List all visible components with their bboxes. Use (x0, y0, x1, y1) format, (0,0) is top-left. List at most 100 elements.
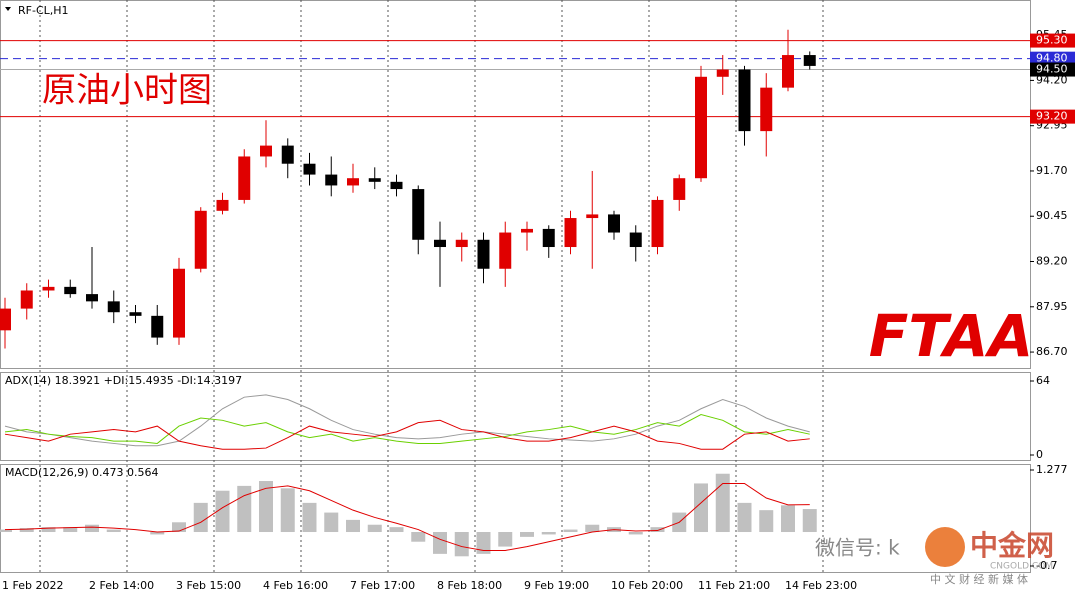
candle-body (238, 156, 251, 200)
logo: FTAA (869, 302, 1033, 370)
candle-body (129, 312, 142, 316)
candle-body (64, 286, 77, 295)
price-level-label: 94.80 (1036, 52, 1068, 65)
watermark-icon (925, 527, 965, 567)
candle-body (412, 189, 425, 240)
y-tick-label: 91.70 (1036, 164, 1068, 177)
price-level-box (1030, 109, 1075, 124)
price-level-label: 95.30 (1036, 34, 1068, 47)
histogram-bar (694, 483, 708, 533)
candle-body (695, 76, 707, 179)
histogram-bar (106, 529, 121, 533)
symbol-arrow (5, 7, 11, 11)
candle-body (629, 232, 642, 248)
price-level-label: 94.50 (1036, 63, 1068, 76)
x-tick-label: 10 Feb 20:00 (611, 579, 683, 592)
candle-body (194, 210, 207, 269)
candle-body (216, 199, 229, 211)
x-tick-label: 1 Feb 2022 (2, 579, 63, 592)
macd-title: MACD(12,26,9) 0.473 0.564 (5, 466, 159, 479)
signal-line (4, 482, 810, 551)
histogram-bar (476, 532, 491, 554)
price-level-box (1030, 62, 1075, 77)
histogram-bar (737, 502, 752, 533)
histogram-bar (498, 532, 513, 547)
y-tick-label: -0.7 (1036, 559, 1057, 572)
indicator-line (4, 419, 810, 450)
candle-body (586, 214, 599, 219)
symbol-label: RF-CL,H1 (18, 4, 69, 17)
histogram-bar (302, 502, 317, 533)
price-level-box (1030, 51, 1075, 66)
macd-frame (0, 464, 1031, 573)
frames (0, 0, 1031, 573)
histogram-bar (563, 529, 578, 533)
histogram-bar (628, 532, 643, 535)
candle-body (803, 55, 816, 66)
watermark-wechat: 微信号: k (815, 536, 900, 560)
histogram-bar (802, 509, 817, 533)
histogram-bar (346, 519, 360, 533)
candle-body (499, 232, 512, 269)
candle-body (434, 239, 446, 248)
candle-body (281, 145, 294, 164)
histogram-bar (520, 532, 534, 537)
candle-body (651, 199, 664, 248)
candle-body (390, 181, 403, 190)
watermark-slogan: 中 文 财 经 新 媒 体 (930, 572, 1028, 586)
x-tick-label: 9 Feb 19:00 (524, 579, 589, 592)
chart-title: 原油小时图 (42, 71, 212, 111)
candle-body (151, 315, 164, 338)
y-tick-label: 64 (1036, 374, 1050, 387)
candle-body (673, 178, 686, 200)
histogram-bar (650, 527, 665, 533)
histogram-bar (389, 527, 404, 533)
x-tick-label: 11 Feb 21:00 (698, 579, 770, 592)
candle-body (477, 239, 490, 269)
histogram-bar (150, 532, 165, 535)
candle-body (347, 178, 359, 186)
histogram-bar (19, 528, 34, 533)
candle-body (564, 218, 577, 248)
histogram-bar (433, 532, 447, 554)
histogram-bar (585, 524, 600, 533)
candle-body (0, 308, 11, 331)
candle-body (716, 69, 729, 77)
x-tick-label: 14 Feb 23:00 (785, 579, 857, 592)
candle-body (325, 174, 338, 186)
histogram-bar (541, 532, 556, 535)
x-tick-label: 3 Feb 15:00 (176, 579, 241, 592)
y-tick-label: 90.45 (1036, 209, 1068, 222)
histogram-bar (759, 510, 774, 533)
y-tick-label: 86.70 (1036, 345, 1068, 358)
candle-body (173, 268, 185, 338)
histogram-bar (259, 481, 273, 533)
candle-body (107, 301, 120, 313)
histogram-bar (715, 473, 730, 533)
watermark-brand: 中金网 (970, 529, 1054, 562)
price-frame (0, 0, 1031, 369)
candle-body (368, 178, 381, 182)
candle-body (542, 228, 555, 248)
candle-body (782, 55, 794, 88)
candle-body (42, 286, 55, 291)
candle-body (521, 228, 533, 233)
histogram-bar (172, 522, 186, 533)
indicator-line (4, 413, 810, 444)
x-tick-label: 2 Feb 14:00 (89, 579, 154, 592)
histogram-bar (193, 502, 208, 533)
histogram-bar (324, 512, 339, 533)
x-tick-label: 4 Feb 16:00 (263, 579, 328, 592)
histogram-bar (454, 532, 469, 557)
adx-frame (0, 372, 1031, 461)
histogram-bar (0, 529, 12, 533)
y-tick-label: 87.95 (1036, 300, 1068, 313)
y-tick-label: 94.20 (1036, 73, 1068, 86)
histogram-bar (215, 490, 230, 533)
histogram-bar (280, 488, 295, 533)
candle-body (760, 87, 773, 132)
y-tick-label: 0 (1036, 448, 1043, 461)
indicator-line (4, 394, 810, 447)
candle-body (20, 290, 33, 309)
